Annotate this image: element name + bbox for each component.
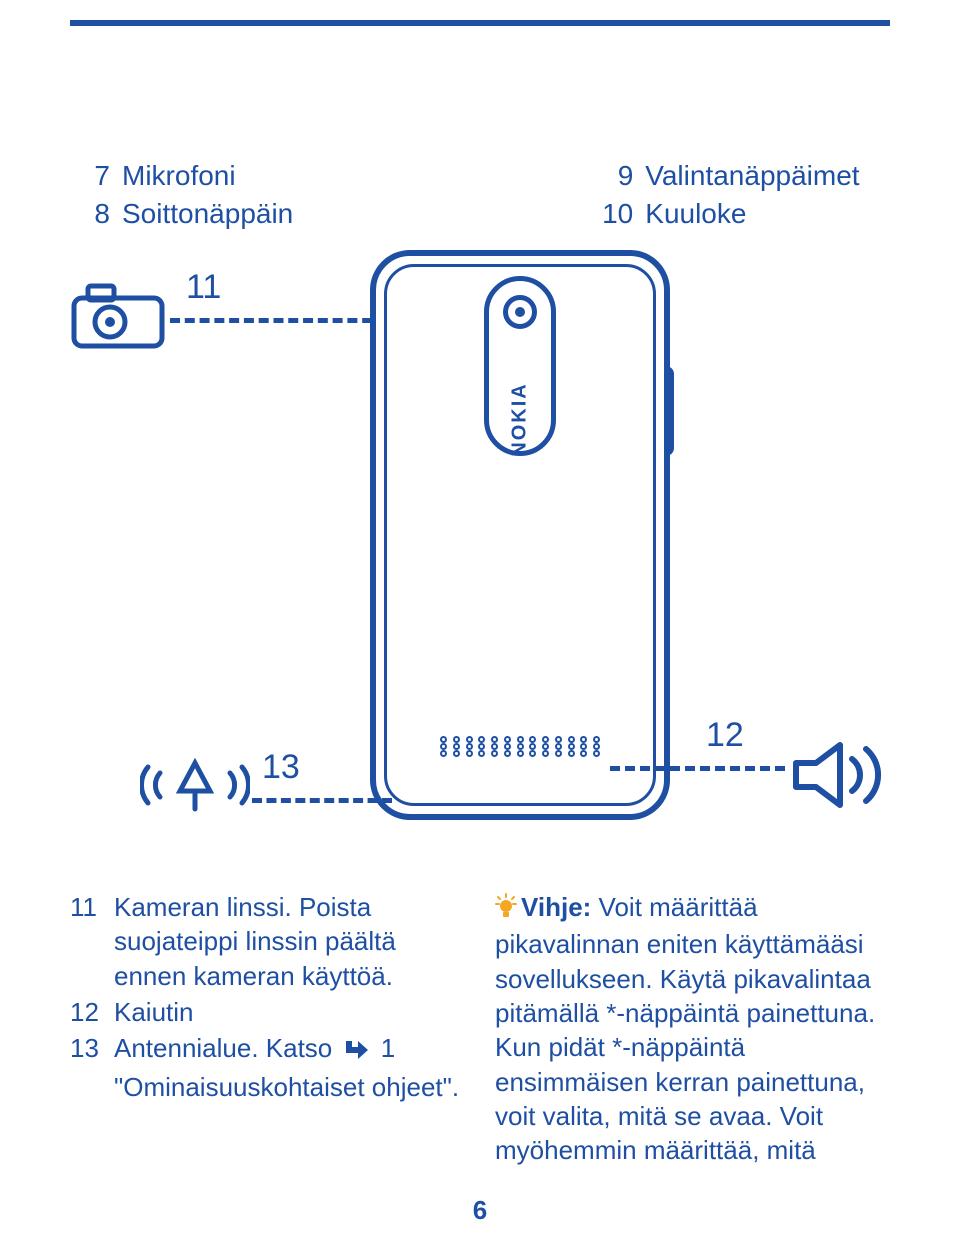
- legend-label: Mikrofoni: [122, 160, 236, 192]
- callout-13: 13: [262, 748, 300, 787]
- side-button-icon: [664, 366, 674, 456]
- speaker-grill-icon: [440, 736, 600, 778]
- tip-text: Voit määrittää pikavalinnan eniten käytt…: [495, 892, 875, 1165]
- list-item: 12 Kaiutin: [70, 995, 465, 1029]
- legend-number: 10: [593, 198, 633, 230]
- arrow-icon: [344, 1035, 370, 1069]
- left-column: 11 Kameran linssi. Poista suojateippi li…: [70, 890, 465, 1168]
- list-item: 13 Antennialue. Katso 1 "Ominaisuuskohta…: [70, 1031, 465, 1104]
- legend-col-left: 7 Mikrofoni 8 Soittonäppäin: [70, 160, 293, 230]
- top-feature-legend: 7 Mikrofoni 8 Soittonäppäin 9 Valintanäp…: [70, 160, 890, 230]
- legend-label: Soittonäppäin: [122, 198, 293, 230]
- body-columns: 11 Kameran linssi. Poista suojateippi li…: [70, 890, 890, 1168]
- item-number: 11: [70, 890, 114, 993]
- legend-item: 7 Mikrofoni: [70, 160, 293, 192]
- legend-label: Kuuloke: [645, 198, 746, 230]
- lightbulb-icon: [495, 893, 517, 927]
- legend-item: 8 Soittonäppäin: [70, 198, 293, 230]
- tip-paragraph: Vihje: Voit määrittää pikavalinnan enite…: [495, 890, 890, 1168]
- legend-col-right: 9 Valintanäppäimet 10 Kuuloke: [593, 160, 859, 230]
- legend-number: 8: [70, 198, 110, 230]
- phone-body: NOKIA: [370, 250, 670, 820]
- camera-pill: NOKIA: [484, 276, 556, 456]
- item13-before: Antennialue. Katso: [114, 1033, 332, 1063]
- callout-13-leader: [252, 798, 392, 803]
- tip-label: Vihje:: [521, 892, 591, 922]
- page-top-rule: [70, 20, 890, 26]
- legend-item: 9 Valintanäppäimet: [593, 160, 859, 192]
- right-column: Vihje: Voit määrittää pikavalinnan enite…: [495, 890, 890, 1168]
- speaker-icon: [790, 735, 890, 820]
- item-number: 12: [70, 995, 114, 1029]
- legend-number: 9: [593, 160, 633, 192]
- callout-12: 12: [706, 716, 744, 755]
- item-text: Kaiutin: [114, 995, 194, 1029]
- camera-lens-icon: [503, 295, 537, 329]
- list-item: 11 Kameran linssi. Poista suojateippi li…: [70, 890, 465, 993]
- item-text: Kameran linssi. Poista suojateippi linss…: [114, 890, 465, 993]
- callout-11: 11: [186, 268, 221, 307]
- callout-12-leader: [610, 766, 785, 771]
- item-number: 13: [70, 1031, 114, 1104]
- camera-icon: [70, 280, 166, 350]
- legend-label: Valintanäppäimet: [645, 160, 859, 192]
- page-number: 6: [0, 1195, 960, 1226]
- brand-label: NOKIA: [509, 382, 532, 456]
- item-text: Antennialue. Katso 1 "Ominaisuuskohtaise…: [114, 1031, 465, 1104]
- phone-diagram: 11 NOKIA 13 12: [70, 240, 890, 860]
- legend-item: 10 Kuuloke: [593, 198, 859, 230]
- antenna-icon: [140, 755, 250, 820]
- legend-number: 7: [70, 160, 110, 192]
